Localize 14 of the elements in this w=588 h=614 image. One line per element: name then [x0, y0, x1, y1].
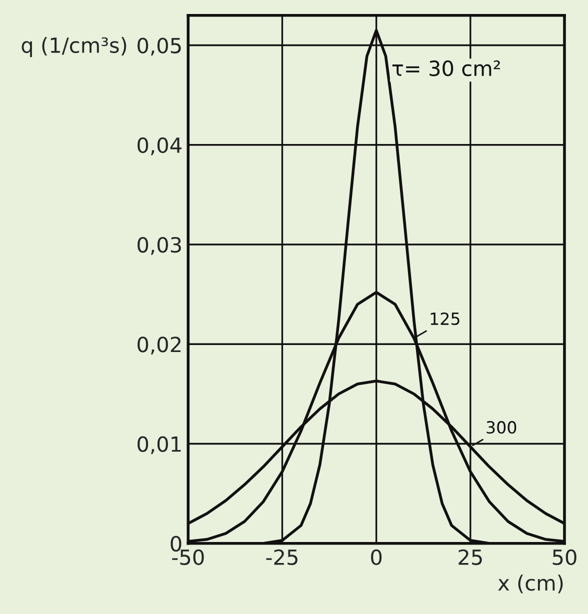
y-tick-label: 0,04: [138, 137, 182, 156]
x-tick-label: 0: [371, 549, 382, 566]
y-tick-label: 0,02: [138, 336, 181, 354]
x-tick-label: 25: [458, 549, 482, 566]
y-axis-title: q (1/cm³s): [22, 36, 126, 58]
x-tick-label: -25: [266, 549, 298, 566]
x-axis-title: x (cm): [498, 574, 563, 594]
x-tick-label: 50: [552, 549, 576, 566]
series-label: 125: [430, 312, 460, 326]
y-tick-label: 0,05: [138, 38, 181, 56]
series-label: τ= 30 cm²: [392, 60, 500, 76]
series-label: 300: [486, 421, 516, 434]
y-tick-label: 0,03: [138, 236, 181, 255]
y-tick-label: 0,01: [138, 436, 181, 454]
